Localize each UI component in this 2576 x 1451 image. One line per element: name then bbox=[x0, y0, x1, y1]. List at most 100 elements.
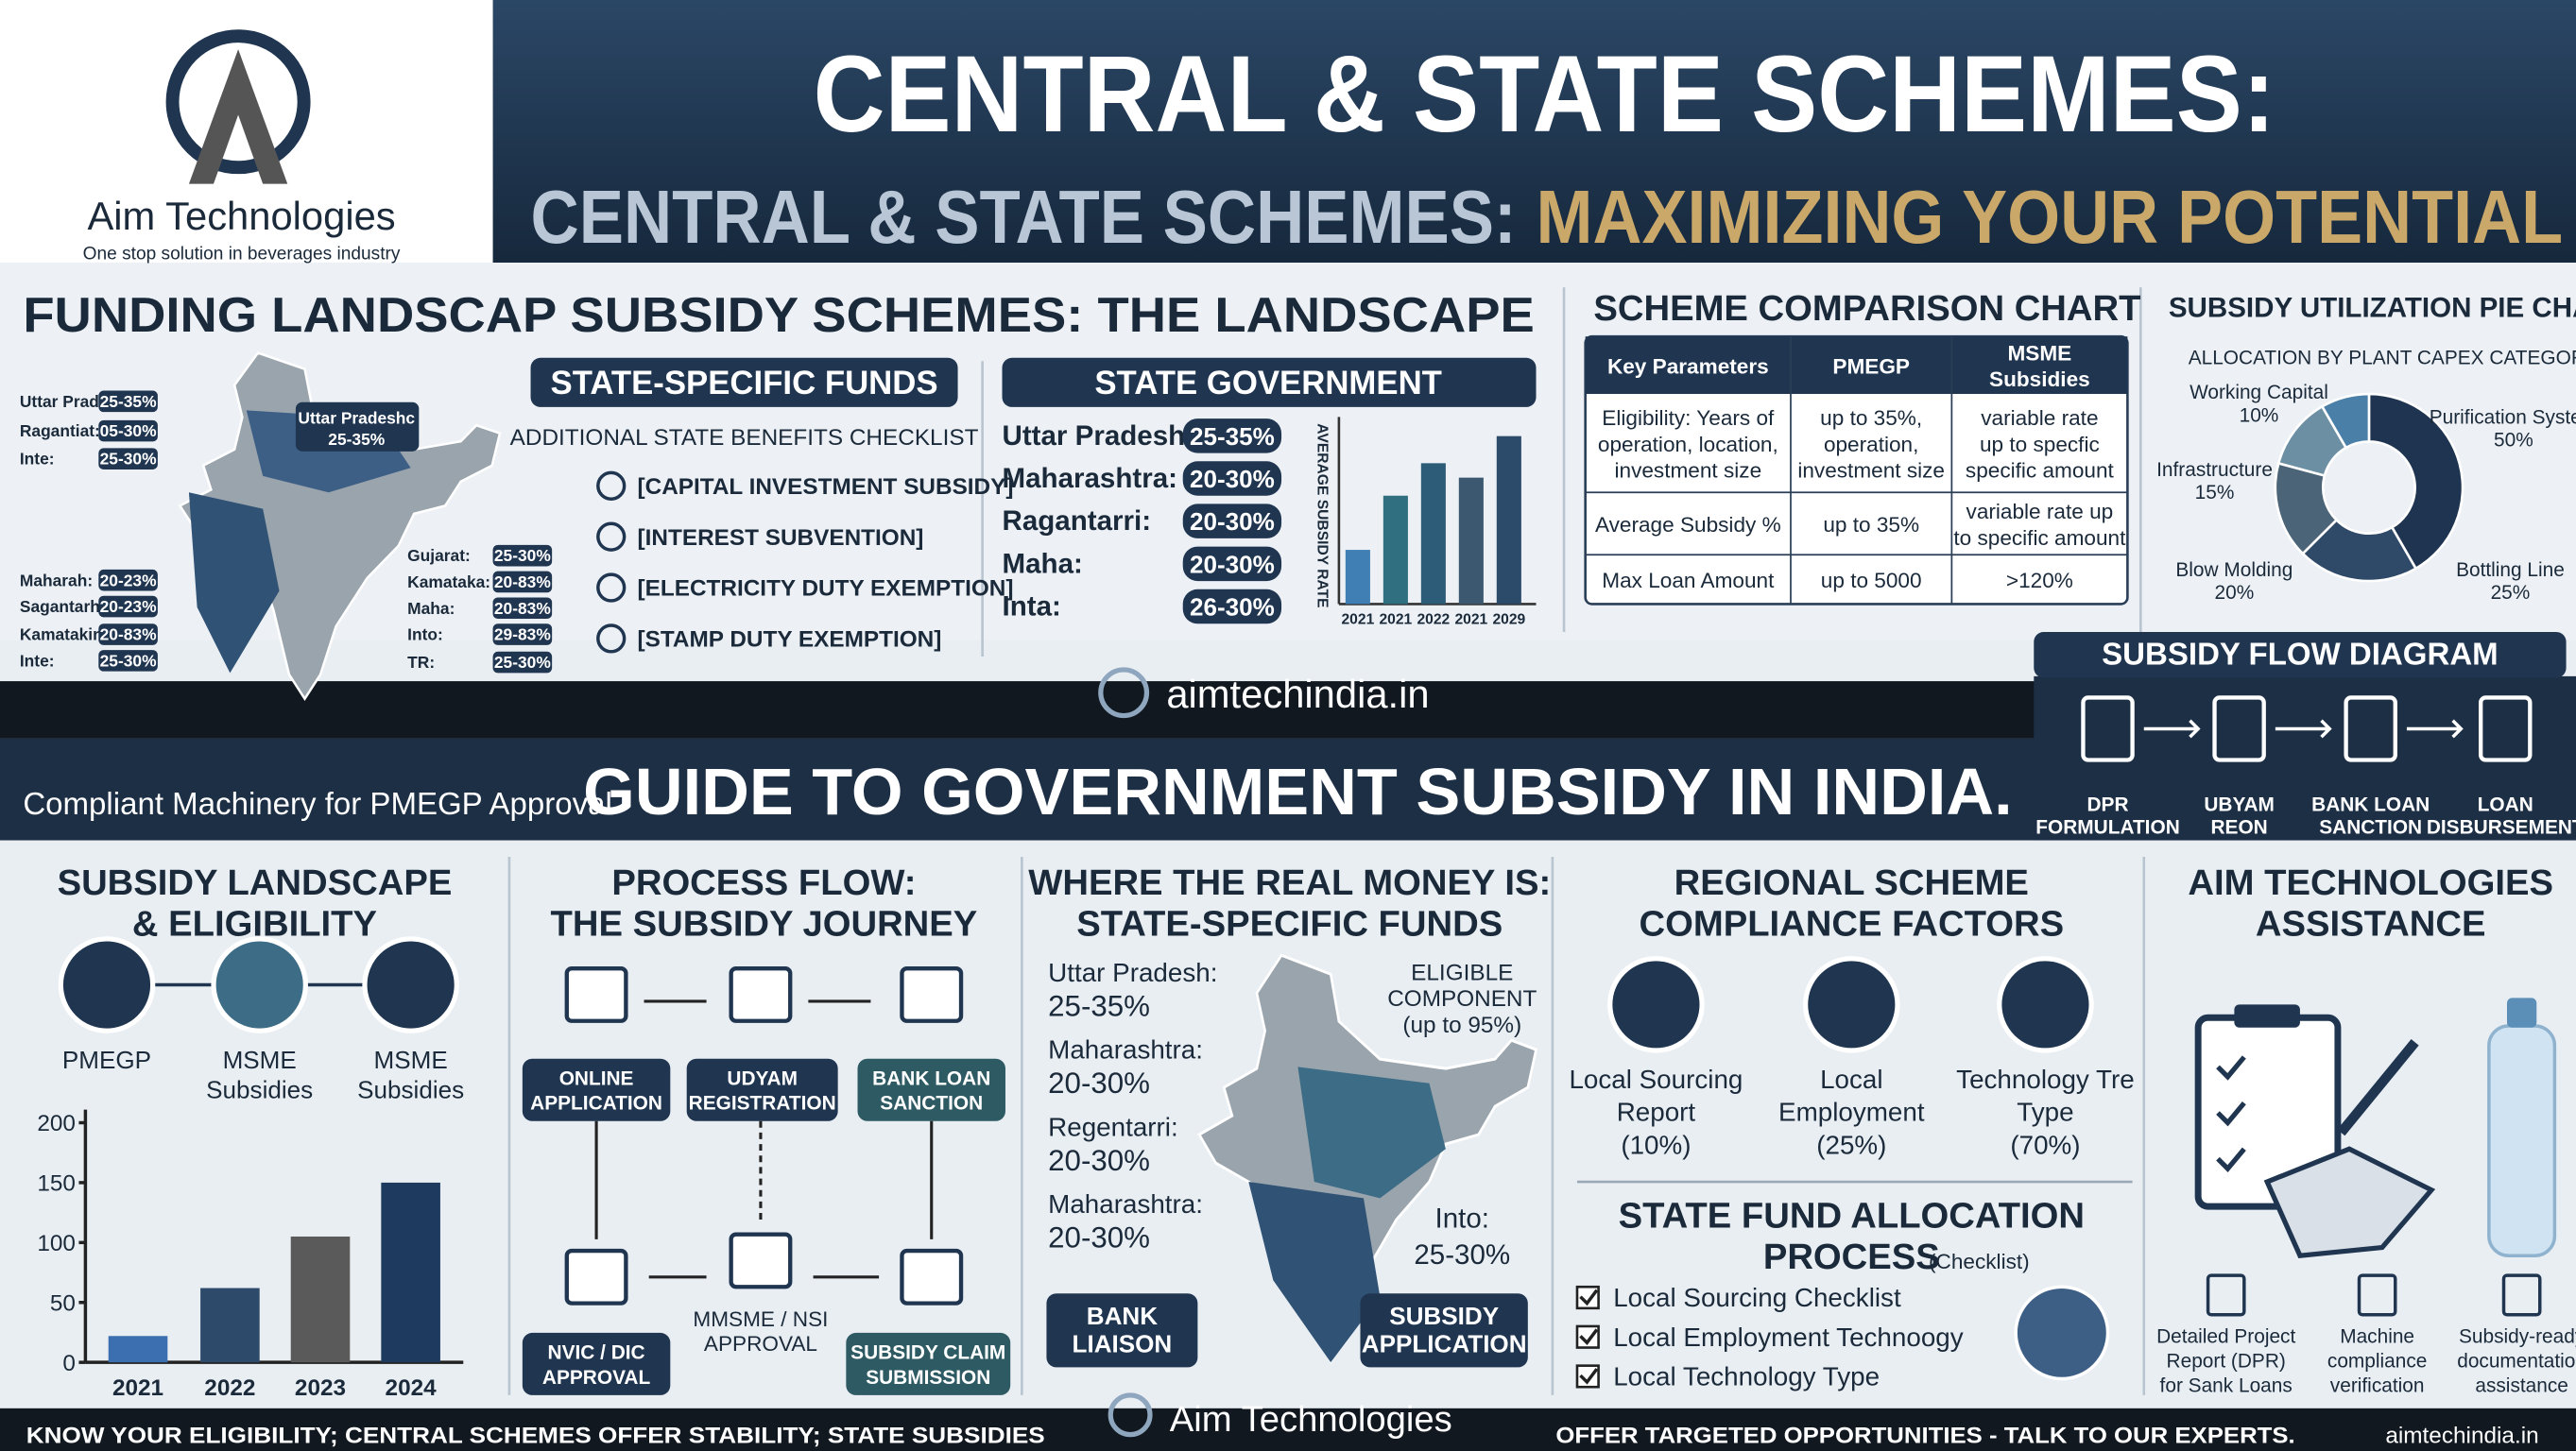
assist-label: verification bbox=[2330, 1374, 2425, 1396]
footer-text: KNOW YOUR ELIGIBILITY; CENTRAL SCHEMES O… bbox=[26, 1423, 1045, 1448]
x-tick-label: 2022 bbox=[204, 1375, 255, 1401]
benefit-item: [ELECTRICITY DUTY EXEMPTION] bbox=[638, 576, 1014, 602]
table-cell: operation, bbox=[1824, 433, 1918, 456]
scheme-icon bbox=[362, 936, 459, 1033]
pie-label: Infrastructure bbox=[2156, 459, 2273, 481]
value-pill bbox=[492, 571, 553, 593]
section-title: REGIONAL SCHEME bbox=[1674, 862, 2029, 903]
state-value: 29-83% bbox=[494, 625, 551, 644]
step-label: LOAN bbox=[2478, 794, 2533, 815]
table-cell: variable rate up bbox=[1966, 500, 2114, 523]
button-label: APPLICATION bbox=[1362, 1330, 1527, 1358]
action-button bbox=[1046, 1293, 1198, 1368]
benefit-item: [INTEREST SUBVENTION] bbox=[638, 525, 924, 551]
section-title: COMPLIANCE FACTORS bbox=[1640, 903, 2065, 944]
factor-icon bbox=[1607, 956, 1705, 1053]
title-pill bbox=[1002, 357, 1537, 407]
label: Uttar Pradeshc bbox=[298, 408, 415, 427]
value-pill bbox=[1182, 546, 1282, 582]
state-name: Maharah: bbox=[20, 571, 93, 589]
section-title: FUNDING LANDSCAP SUBSIDY SCHEMES: THE LA… bbox=[23, 288, 1534, 343]
table-cell: to specific amount bbox=[1953, 526, 2126, 550]
check bbox=[1579, 1328, 1599, 1345]
factor-icon bbox=[1997, 956, 2094, 1053]
band-note: Compliant Machinery for PMEGP Approval bbox=[23, 786, 611, 821]
benefit-icon bbox=[596, 521, 627, 552]
step-label: SANCTION bbox=[2319, 817, 2422, 839]
factor-label: Technology Tre bbox=[1956, 1065, 2135, 1094]
pie-label: Bottling Line bbox=[2456, 559, 2565, 581]
table-cell: up to 35%, bbox=[1820, 406, 1922, 430]
state-value: 05-30% bbox=[100, 421, 157, 440]
footer-text: OFFER TARGETED OPPORTUNITIES - TALK TO O… bbox=[1555, 1423, 2294, 1448]
clipboard-clip bbox=[2234, 1004, 2300, 1028]
value-pill bbox=[1182, 504, 1282, 538]
checklist-title: ADDITIONAL STATE BENEFITS CHECKLIST bbox=[510, 425, 979, 451]
eligible-note: ELIGIBLE bbox=[1411, 960, 1513, 985]
scheme-label: MSME bbox=[223, 1046, 297, 1074]
state-value: 20-83% bbox=[494, 599, 551, 618]
state-name: Maharashtra: bbox=[1048, 1189, 1203, 1219]
table-cell: Max Loan Amount bbox=[1602, 569, 1775, 592]
band-headline: GUIDE TO GOVERNMENT SUBSIDY IN INDIA. bbox=[583, 755, 2013, 828]
pie-label: Purification System bbox=[2430, 406, 2576, 428]
chart-subtitle: ALLOCATION BY PLANT CAPEX CATEGORY bbox=[2189, 348, 2576, 369]
factor-label: Local Sourcing bbox=[1569, 1065, 1743, 1094]
factor-label: (70%) bbox=[2010, 1131, 2080, 1160]
title-pill bbox=[2034, 631, 2567, 678]
assist-label: Subsidy-ready bbox=[2459, 1325, 2576, 1347]
step-icon bbox=[2081, 695, 2135, 762]
checkbox bbox=[1575, 1364, 1600, 1389]
section-title: STATE-SPECIFIC FUNDS bbox=[1076, 903, 1503, 944]
benefit-icon bbox=[596, 572, 627, 603]
pie-slice bbox=[2301, 518, 2418, 583]
state-value: 25-35% bbox=[1048, 990, 1150, 1023]
pie-value-label: 15% bbox=[2195, 482, 2235, 504]
state-value: 25-30% bbox=[494, 546, 551, 565]
table-cell: MSME bbox=[2007, 341, 2071, 365]
state-value: 25-30% bbox=[100, 651, 157, 670]
value-pill bbox=[492, 623, 553, 645]
process-label: UDYAM bbox=[727, 1068, 798, 1090]
step-label: UBYAM bbox=[2204, 794, 2275, 815]
pie-label: Working Capital bbox=[2190, 382, 2328, 403]
map-region bbox=[188, 492, 280, 674]
value-pill bbox=[1182, 589, 1282, 624]
section-title: ASSISTANCE bbox=[2256, 903, 2486, 944]
process-icon bbox=[729, 1232, 793, 1289]
value-pill bbox=[492, 544, 553, 567]
state-name: Uttar Pradesh: bbox=[1048, 958, 1217, 987]
y-tick-label: 0 bbox=[62, 1351, 76, 1376]
label: 25-35% bbox=[328, 430, 385, 449]
scheme-label: MSME bbox=[374, 1046, 448, 1074]
button-label: SUBSIDY bbox=[1389, 1302, 1499, 1330]
bar bbox=[108, 1336, 168, 1363]
bar bbox=[381, 1182, 440, 1363]
assist-icon bbox=[2206, 1273, 2246, 1317]
bar bbox=[1496, 435, 1521, 605]
flow-arrow bbox=[2275, 719, 2332, 739]
state-value: 20-30% bbox=[1048, 1144, 1150, 1177]
x-tick-label: 2023 bbox=[295, 1375, 346, 1401]
factor-label: Local bbox=[1820, 1065, 1882, 1094]
button-label: LIAISON bbox=[1073, 1330, 1173, 1358]
state-value: 20-83% bbox=[100, 625, 157, 644]
bottle-icon bbox=[2487, 1024, 2557, 1257]
table-cell: up to 35% bbox=[1823, 513, 1919, 537]
x-tick-label: 2029 bbox=[1492, 611, 1525, 627]
factor-label: (25%) bbox=[1816, 1131, 1886, 1160]
axis-label: AVERAGE SUBSIDY RATE bbox=[1314, 423, 1330, 607]
action-button bbox=[1360, 1293, 1528, 1368]
table-cell: Average Subsidy % bbox=[1595, 513, 1781, 537]
state-value: 25-35% bbox=[100, 392, 157, 411]
table-cell: >120% bbox=[2006, 569, 2073, 592]
footer-site: aimtechindia.in bbox=[2385, 1423, 2538, 1448]
state-value: 26-30% bbox=[1190, 593, 1275, 622]
assist-label: Detailed Project bbox=[2156, 1325, 2295, 1347]
scheme-label: Subsidies bbox=[206, 1075, 313, 1103]
factor-label: (10%) bbox=[1621, 1131, 1691, 1160]
state-value: 20-30% bbox=[1048, 1221, 1150, 1255]
process-label: REGISTRATION bbox=[689, 1093, 836, 1115]
site-logo bbox=[1098, 667, 1150, 719]
